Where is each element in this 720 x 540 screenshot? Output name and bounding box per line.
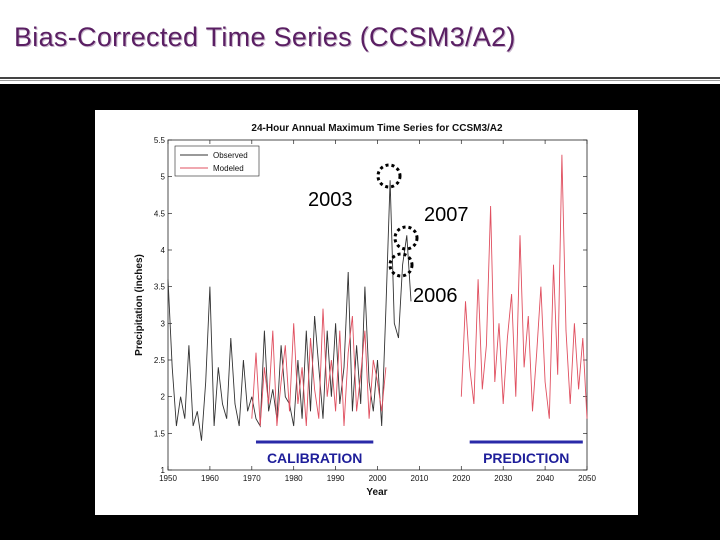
legend-label-modeled: Modeled xyxy=(213,164,244,173)
x-tick-label: 2030 xyxy=(494,474,512,483)
x-tick-label: 2020 xyxy=(452,474,470,483)
y-tick-label: 2.5 xyxy=(154,356,166,365)
chart-figure-background xyxy=(95,110,638,515)
y-axis-label: Precipitation (inches) xyxy=(134,254,145,356)
slide-title: Bias-Corrected Time Series (CCSM3/A2) xyxy=(14,22,516,52)
y-tick-label: 4.5 xyxy=(154,209,166,218)
y-tick-label: 4 xyxy=(161,246,166,255)
x-tick-label: 1990 xyxy=(327,474,345,483)
y-tick-label: 3.5 xyxy=(154,283,166,292)
x-tick-label: 1960 xyxy=(201,474,219,483)
annotation-label-2006: 2006 xyxy=(413,285,458,307)
x-axis-label: Year xyxy=(366,487,387,498)
title-divider xyxy=(0,77,720,79)
y-tick-label: 2 xyxy=(161,393,166,402)
period-prediction: PREDICTION xyxy=(469,440,583,466)
annotation-2003: 2003 xyxy=(308,163,402,211)
title-divider-thin xyxy=(0,80,720,81)
x-tick-label: 2050 xyxy=(578,474,596,483)
period-calibration: CALIBRATION xyxy=(255,440,374,466)
axis-ticks: 1950 1960 1970 1980 1990 2000 2010 2020 2030 2040… xyxy=(154,136,597,483)
legend-label-observed: Observed xyxy=(213,151,248,160)
x-tick-label: 2000 xyxy=(369,474,387,483)
annotation-marker-2007 xyxy=(393,225,419,251)
y-tick-label: 1.5 xyxy=(154,429,166,438)
annotation-marker-2006 xyxy=(388,252,414,278)
y-tick-label: 5 xyxy=(161,173,166,182)
y-tick-label: 1 xyxy=(161,466,166,475)
y-tick-label: 3 xyxy=(161,319,166,328)
prediction-period-label: PREDICTION xyxy=(483,450,569,466)
annotation-2006: 2006 xyxy=(388,252,458,307)
chart-title: 24-Hour Annual Maximum Time Series for C… xyxy=(251,123,503,134)
annotation-label-2007: 2007 xyxy=(424,204,469,226)
x-tick-label: 2010 xyxy=(411,474,429,483)
series-lines xyxy=(167,154,588,441)
annotation-marker-2003 xyxy=(376,163,402,189)
calibration-period-label: CALIBRATION xyxy=(267,450,362,466)
legend: Observed Modeled xyxy=(174,145,260,177)
x-tick-label: 2040 xyxy=(536,474,554,483)
annotation-label-2003: 2003 xyxy=(308,189,353,211)
y-tick-label: 5.5 xyxy=(154,136,166,145)
x-tick-label: 1980 xyxy=(285,474,303,483)
legend-box xyxy=(174,145,260,177)
modeled-series-line xyxy=(251,154,588,427)
x-tick-label: 1970 xyxy=(243,474,261,483)
annotation-2007: 2007 xyxy=(393,204,469,251)
x-tick-label: 1950 xyxy=(159,474,177,483)
